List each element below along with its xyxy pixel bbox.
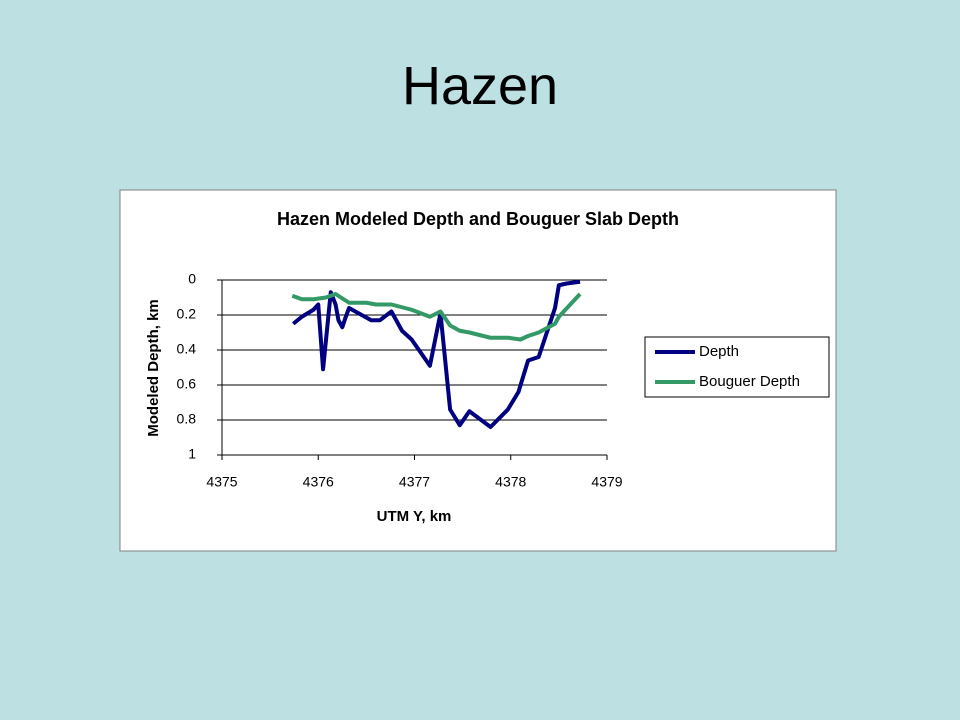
- x-tick-label: 4378: [495, 474, 526, 490]
- y-axis-label: Modeled Depth, km: [145, 299, 162, 437]
- legend-label: Depth: [699, 343, 739, 360]
- x-tick-label: 4375: [206, 474, 237, 490]
- slide-title: Hazen: [401, 56, 559, 116]
- y-tick-label: 0.4: [177, 341, 197, 357]
- y-tick-label: 0.6: [177, 376, 197, 392]
- y-tick-label: 1: [188, 446, 196, 462]
- chart-title: Hazen Modeled Depth and Bouguer Slab Dep…: [277, 209, 679, 229]
- x-tick-label: 4379: [591, 474, 622, 490]
- data-line: [291, 279, 581, 429]
- legend-label: Bouguer Depth: [699, 373, 800, 390]
- y-tick-label: 0.2: [177, 306, 197, 322]
- x-tick-label: 4376: [303, 474, 334, 490]
- data-line: [291, 292, 582, 342]
- y-tick-label: 0.8: [177, 411, 197, 427]
- x-axis-label: UTM Y, km: [377, 508, 452, 525]
- y-tick-label: 0: [188, 271, 196, 287]
- x-tick-label: 4377: [399, 474, 430, 490]
- legend-box: [644, 336, 830, 398]
